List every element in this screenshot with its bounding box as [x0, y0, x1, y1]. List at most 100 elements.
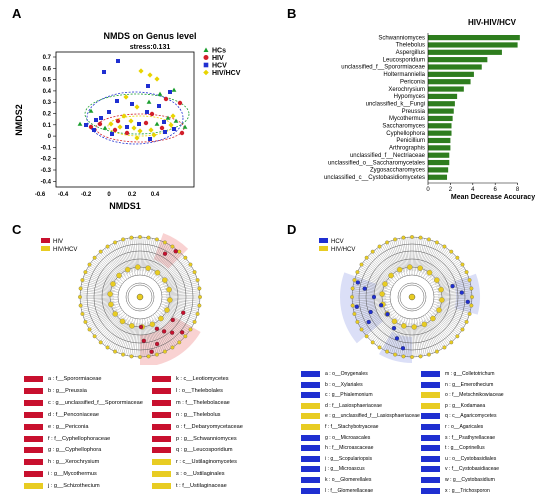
clade-node — [92, 334, 97, 339]
clade-branch — [119, 321, 132, 354]
clade-branch — [83, 276, 116, 289]
clade-node — [407, 264, 413, 270]
nmds-y-tick: 0 — [48, 134, 52, 140]
nmds-y-tick: 0.4 — [43, 89, 52, 95]
cladogram-d-legend: HCV HIV/HCV — [319, 238, 355, 253]
nmds-x-tick: 0.4 — [151, 192, 160, 198]
taxon-legend-item: e : g__Periconia — [24, 422, 88, 432]
clade-branch — [144, 322, 151, 357]
taxon-label: o : f__Metschnikowiaceae — [445, 392, 504, 399]
clade-node — [411, 324, 417, 330]
nmds-point — [147, 72, 153, 78]
clade-branch — [433, 310, 463, 329]
taxon-legend-item: c : g__Phialemonium — [301, 390, 373, 400]
clade-node — [436, 307, 442, 313]
clade-branch — [429, 253, 454, 279]
clade-branch — [109, 244, 130, 279]
clade-node — [197, 303, 202, 308]
taxon-label: d : f__Penconiaceae — [48, 411, 100, 418]
taxon-color-swatch — [421, 424, 440, 430]
clade-node — [355, 270, 360, 275]
clade-branch — [434, 316, 459, 336]
clade-branch — [113, 242, 128, 271]
taxon-label: j : g__Schizothecium — [48, 483, 100, 490]
clade-branch — [82, 278, 120, 291]
clade-node — [92, 255, 97, 260]
clade-node — [78, 303, 83, 308]
nmds-point — [131, 125, 137, 131]
clade-branch — [135, 326, 139, 357]
legend-marker — [203, 55, 209, 60]
clade-branch — [164, 305, 197, 318]
clade-node-enriched — [169, 330, 175, 335]
bar-group — [428, 35, 520, 180]
clade-node — [401, 354, 406, 359]
clade-branch — [123, 239, 134, 273]
clade-node-enriched — [394, 336, 400, 341]
taxon-color-swatch — [421, 445, 440, 452]
clade-node — [105, 345, 110, 350]
clade-branch — [86, 268, 114, 284]
clade-branch — [104, 248, 128, 280]
clade-branch — [133, 318, 138, 357]
clade-branch — [367, 311, 396, 338]
bar — [428, 123, 452, 129]
bar — [428, 86, 464, 92]
clade-branch — [403, 237, 408, 268]
clade-node — [188, 262, 193, 267]
nmds-y-tick: -0.4 — [41, 179, 52, 185]
clade-node-enriched — [354, 304, 360, 309]
clade-branch — [85, 309, 114, 324]
taxon-legend-item: s : o__Ustilaginales — [152, 469, 225, 479]
taxon-label: k : c__Leotiomycetes — [176, 376, 229, 382]
nmds-y-tick: 0.5 — [43, 78, 52, 84]
nmds-point — [125, 125, 129, 129]
taxon-color-swatch — [152, 435, 171, 442]
clade-branch — [157, 253, 182, 279]
clade-branch — [437, 292, 472, 296]
taxon-color-swatch — [24, 471, 43, 478]
bar-x-axis: 0 2 4 6 8 — [426, 33, 520, 193]
clade-branch — [415, 237, 421, 272]
clade-branch — [101, 250, 124, 278]
clade-branch — [433, 290, 472, 295]
clade-node — [146, 235, 151, 240]
clade-node — [469, 286, 474, 291]
clade-branch — [385, 242, 400, 271]
clade-branch — [145, 237, 151, 268]
taxon-color-swatch — [421, 381, 440, 388]
nmds-point — [148, 127, 154, 133]
clade-node — [467, 311, 472, 316]
taxon-legend-item: q : c__Agaricomycetes — [421, 411, 497, 421]
bar-category-labels: Schwanniomyces ThelebolusAspergillusLeuco… — [324, 35, 426, 181]
clade-node — [464, 270, 469, 275]
clade-branch — [381, 315, 402, 350]
taxon-label: n : g__Emerothecium — [445, 381, 494, 388]
clade-node — [391, 318, 398, 325]
nmds-point — [163, 130, 167, 134]
clade-branch — [409, 322, 412, 357]
clade-branch — [429, 309, 461, 333]
bar-chart-title: HIV-HIV/HCV — [468, 18, 517, 27]
clade-node — [135, 264, 141, 270]
clade-node — [350, 295, 354, 299]
clade-branch — [89, 265, 119, 284]
taxon-color-swatch — [152, 471, 171, 478]
clade-branch — [432, 318, 454, 341]
taxon-legend-item: d : f__Penconiaceae — [24, 410, 99, 420]
bar-category-label: unclassified_f__Sporormiaceae — [341, 65, 425, 71]
nmds-point — [77, 121, 83, 126]
nmds-y-tick: 0.7 — [43, 55, 52, 61]
clade-branch — [150, 244, 171, 279]
taxon-label: m : f__Thelebolaceae — [176, 399, 230, 406]
clade-branch — [137, 237, 140, 268]
clade-branch — [80, 297, 111, 300]
clade-ring — [86, 243, 194, 351]
clade-branch — [166, 270, 195, 285]
clade-branch — [169, 282, 199, 290]
legend-marker — [203, 62, 209, 68]
clade-node — [124, 266, 131, 273]
clade-node-enriched — [391, 326, 397, 331]
bar — [428, 93, 458, 99]
